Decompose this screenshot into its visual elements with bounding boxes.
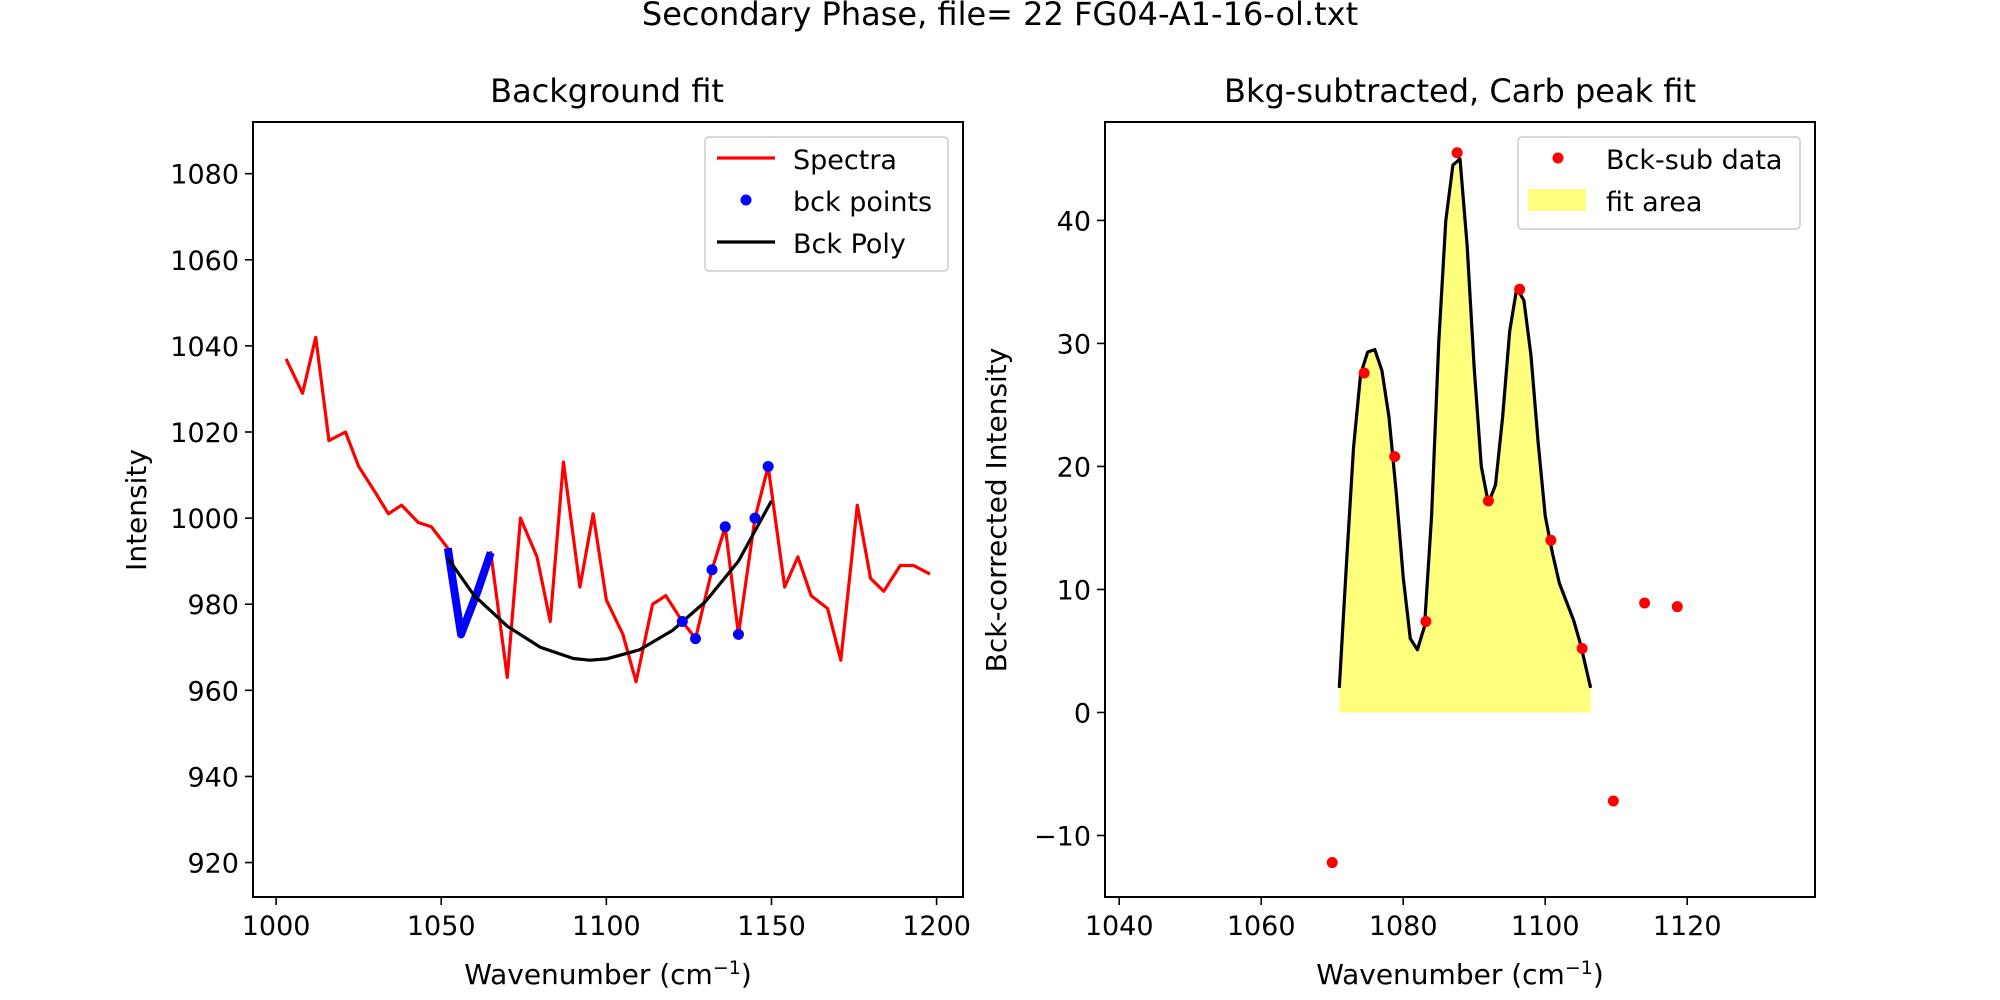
left-xtick-label: 1100 <box>572 911 641 942</box>
bck-sub-point <box>1545 534 1557 546</box>
right-legend-label: fit area <box>1606 187 1702 218</box>
right-legend-label: Bck-sub data <box>1606 145 1782 176</box>
bck-point <box>762 460 774 472</box>
left-ytick-label: 960 <box>187 676 239 707</box>
left-xtick-label: 1050 <box>407 911 476 942</box>
legend-bck-sub-swatch <box>1552 152 1564 164</box>
left-plot-area: 1000 1050 1100 1150 1200 920 940 960 980 1000 1020… <box>170 160 971 942</box>
bck-sub-point <box>1482 495 1494 507</box>
left-axes-frame <box>252 121 964 898</box>
left-ytick-label: 980 <box>187 590 239 621</box>
left-xtick-label: 1150 <box>737 911 806 942</box>
left-xtick-label: 1200 <box>902 911 971 942</box>
right-xlabel: Wavenumber (cm−1) <box>1316 957 1604 991</box>
bck-sub-point <box>1514 283 1526 295</box>
figure-suptitle: Secondary Phase, file= 22 FG04-A1-16-ol.… <box>642 0 1358 33</box>
left-xtick-label: 1000 <box>242 911 311 942</box>
right-ytick-label: 0 <box>1074 698 1091 729</box>
spectra-line <box>284 335 931 684</box>
bck-point <box>690 633 702 645</box>
bck-sub-point <box>1451 147 1463 159</box>
bck-sub-point <box>1358 367 1370 379</box>
bck-sub-point <box>1671 601 1683 613</box>
legend-bck-points-swatch <box>740 194 752 206</box>
bck-points-segment <box>443 547 495 639</box>
right-legend-box <box>1517 136 1801 230</box>
bck-point <box>719 521 731 533</box>
bck-sub-point <box>1639 597 1651 609</box>
bck-point <box>749 512 761 524</box>
left-xlabel: Wavenumber (cm−1) <box>464 957 752 991</box>
left-ytick-label: 1060 <box>170 246 239 277</box>
fit-area <box>1339 158 1591 713</box>
left-ytick-label: 940 <box>187 762 239 793</box>
bck-sub-point <box>1576 643 1588 655</box>
left-ytick-label: 1080 <box>170 160 239 191</box>
right-xtick-label: 1120 <box>1653 911 1722 942</box>
right-subplot: Bkg-subtracted, Carb peak fit 1040 1060 10… <box>980 72 1816 991</box>
right-legend: Bck-sub data fit area <box>1517 136 1801 230</box>
right-ytick-label: −10 <box>1034 821 1091 852</box>
right-ytick-label: 30 <box>1057 329 1091 360</box>
bck-sub-point <box>1326 857 1338 869</box>
right-plot-area: 1040 1060 1080 1100 1120 −10 0 10 20 30 40 <box>1034 147 1722 942</box>
left-ytick-label: 1040 <box>170 332 239 363</box>
right-xtick-label: 1060 <box>1227 911 1296 942</box>
right-ytick-label: 10 <box>1057 575 1091 606</box>
left-ylabel: Intensity <box>120 449 153 571</box>
left-legend-label: bck points <box>793 187 932 218</box>
bck-sub-point <box>1420 615 1432 627</box>
left-legend-label: Bck Poly <box>793 229 906 260</box>
right-xtick-label: 1080 <box>1369 911 1438 942</box>
left-subplot: Background fit 1000 1050 1100 1150 1200 920 94… <box>120 72 971 991</box>
left-ytick-label: 920 <box>187 849 239 880</box>
bck-point <box>706 564 718 576</box>
bck-point <box>676 615 688 627</box>
right-ytick-label: 20 <box>1057 452 1091 483</box>
left-legend-label: Spectra <box>793 145 897 176</box>
legend-fit-area-swatch <box>1528 189 1586 211</box>
right-ylabel: Bck-corrected Intensity <box>980 348 1013 673</box>
left-legend: Spectra bck points Bck Poly <box>704 136 949 272</box>
right-xtick-label: 1100 <box>1511 911 1580 942</box>
bck-poly-line <box>446 500 773 662</box>
right-ytick-label: 40 <box>1057 206 1091 237</box>
bck-point <box>732 628 744 640</box>
left-ytick-label: 1000 <box>170 504 239 535</box>
fit-curve <box>1337 157 1593 689</box>
left-ytick-label: 1020 <box>170 418 239 449</box>
right-axes-frame <box>1104 121 1816 898</box>
bck-sub-point <box>1389 451 1401 463</box>
right-subplot-title: Bkg-subtracted, Carb peak fit <box>1224 72 1696 110</box>
left-legend-box <box>704 136 949 272</box>
left-subplot-title: Background fit <box>490 72 724 110</box>
right-xtick-label: 1040 <box>1085 911 1154 942</box>
bck-sub-point <box>1607 795 1619 807</box>
